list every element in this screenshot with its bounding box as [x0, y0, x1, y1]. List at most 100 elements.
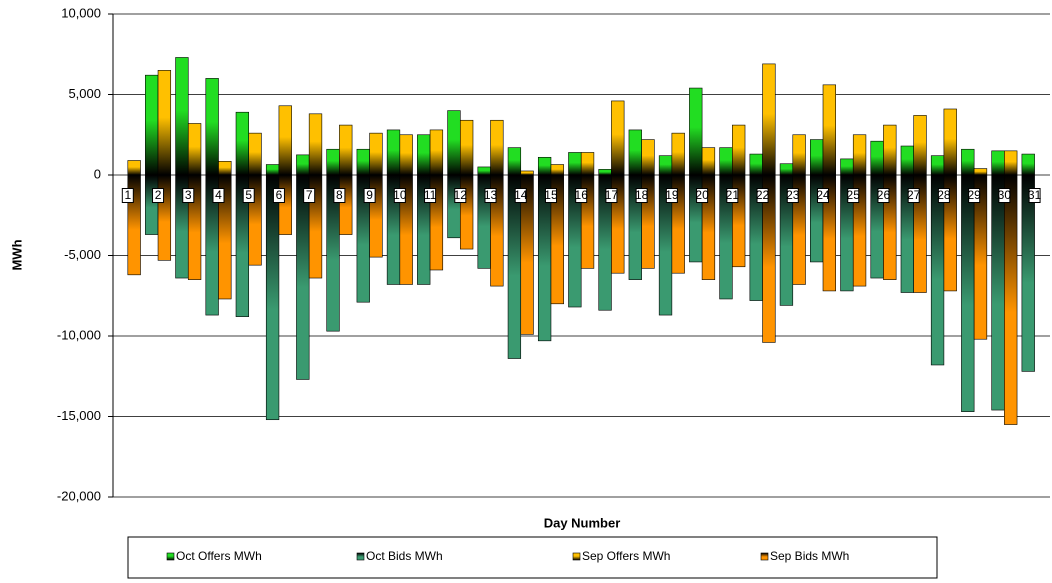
category-label-bg — [515, 189, 526, 202]
x-tick-label: 23 — [786, 188, 800, 202]
x-tick-label: 2 — [155, 188, 162, 202]
legend-swatch — [356, 552, 365, 561]
x-tick-label: 20 — [695, 188, 709, 202]
x-tick-label: 8 — [336, 188, 343, 202]
x-tick-label: 21 — [726, 188, 740, 202]
bar — [913, 174, 927, 293]
bar — [326, 174, 340, 332]
bar — [417, 134, 431, 176]
category-label-bg — [364, 189, 375, 202]
category-label-bg — [636, 189, 647, 202]
legend-swatch — [572, 552, 581, 561]
bar — [326, 148, 340, 176]
y-tick-label: -10,000 — [57, 327, 101, 342]
bar — [520, 174, 534, 335]
bar — [265, 164, 280, 176]
bar — [248, 132, 262, 176]
bar — [386, 129, 401, 176]
bar — [961, 174, 975, 412]
bar — [550, 174, 564, 305]
bar — [399, 134, 413, 176]
category-label-bg — [273, 189, 284, 202]
category-label-bg — [757, 189, 768, 202]
bar — [308, 113, 323, 176]
bar — [490, 119, 504, 176]
bar — [296, 154, 310, 176]
bar — [580, 152, 595, 176]
bar — [991, 174, 1005, 411]
bar — [218, 174, 232, 300]
bar — [537, 156, 552, 176]
bar — [973, 168, 988, 176]
bar — [913, 115, 927, 176]
category-label-bg — [425, 189, 436, 202]
x-tick-label: 22 — [756, 188, 770, 202]
bar — [520, 170, 534, 176]
bar — [550, 164, 564, 176]
bar — [507, 147, 522, 176]
bar — [732, 124, 746, 176]
bar — [870, 140, 884, 176]
bar — [459, 174, 474, 250]
y-axis-title: MWh — [9, 239, 24, 270]
legend-box — [127, 536, 938, 579]
bar — [477, 166, 491, 176]
x-tick-label: 16 — [575, 188, 589, 202]
category-label-bg — [183, 189, 194, 202]
bar — [779, 163, 794, 176]
category-label-bg — [999, 189, 1010, 202]
bar — [447, 110, 461, 176]
category-label-bg — [304, 189, 315, 202]
x-tick-label: 25 — [847, 188, 861, 202]
bar — [568, 152, 582, 176]
bar — [265, 174, 280, 421]
bar — [628, 129, 642, 176]
bar — [278, 105, 292, 176]
bar — [930, 155, 945, 176]
bar — [175, 57, 189, 176]
x-tick-label: 18 — [635, 188, 649, 202]
x-tick-label: 14 — [514, 188, 528, 202]
bar — [429, 129, 444, 176]
legend-swatch — [760, 552, 769, 561]
category-label-bg — [334, 189, 345, 202]
x-tick-label: 10 — [393, 188, 407, 202]
bar — [145, 174, 159, 235]
bar — [157, 70, 172, 176]
x-tick-label: 4 — [215, 188, 222, 202]
x-axis-title: Day Number — [544, 515, 621, 530]
category-label-bg — [666, 189, 677, 202]
bar — [671, 132, 685, 176]
bar — [930, 174, 945, 366]
bar — [187, 123, 202, 176]
x-tick-label: 26 — [877, 188, 891, 202]
bar — [701, 147, 716, 176]
bar — [762, 63, 776, 176]
bar — [840, 158, 854, 176]
category-label-bg — [878, 189, 889, 202]
bar — [278, 174, 292, 235]
category-label-bg — [787, 189, 798, 202]
bar — [900, 145, 914, 176]
bar — [356, 148, 370, 176]
bar — [1021, 174, 1035, 372]
x-tick-label: 31 — [1028, 188, 1042, 202]
y-tick-label: 10,000 — [61, 5, 101, 20]
x-tick-label: 7 — [306, 188, 313, 202]
category-label-bg — [969, 189, 980, 202]
x-tick-label: 19 — [665, 188, 679, 202]
legend-label: Oct Offers MWh — [176, 549, 262, 563]
category-label-bg — [455, 189, 466, 202]
category-label-bg — [545, 189, 556, 202]
bar — [1004, 174, 1018, 425]
legend-label: Sep Offers MWh — [582, 549, 670, 563]
bar — [973, 174, 988, 340]
bar — [1004, 150, 1018, 176]
category-label-bg — [848, 189, 859, 202]
bar — [459, 119, 474, 176]
bar — [296, 174, 310, 380]
category-label-bg — [122, 189, 133, 202]
x-tick-label: 13 — [484, 188, 498, 202]
y-tick-label: 5,000 — [68, 86, 101, 101]
bar — [1021, 153, 1035, 176]
